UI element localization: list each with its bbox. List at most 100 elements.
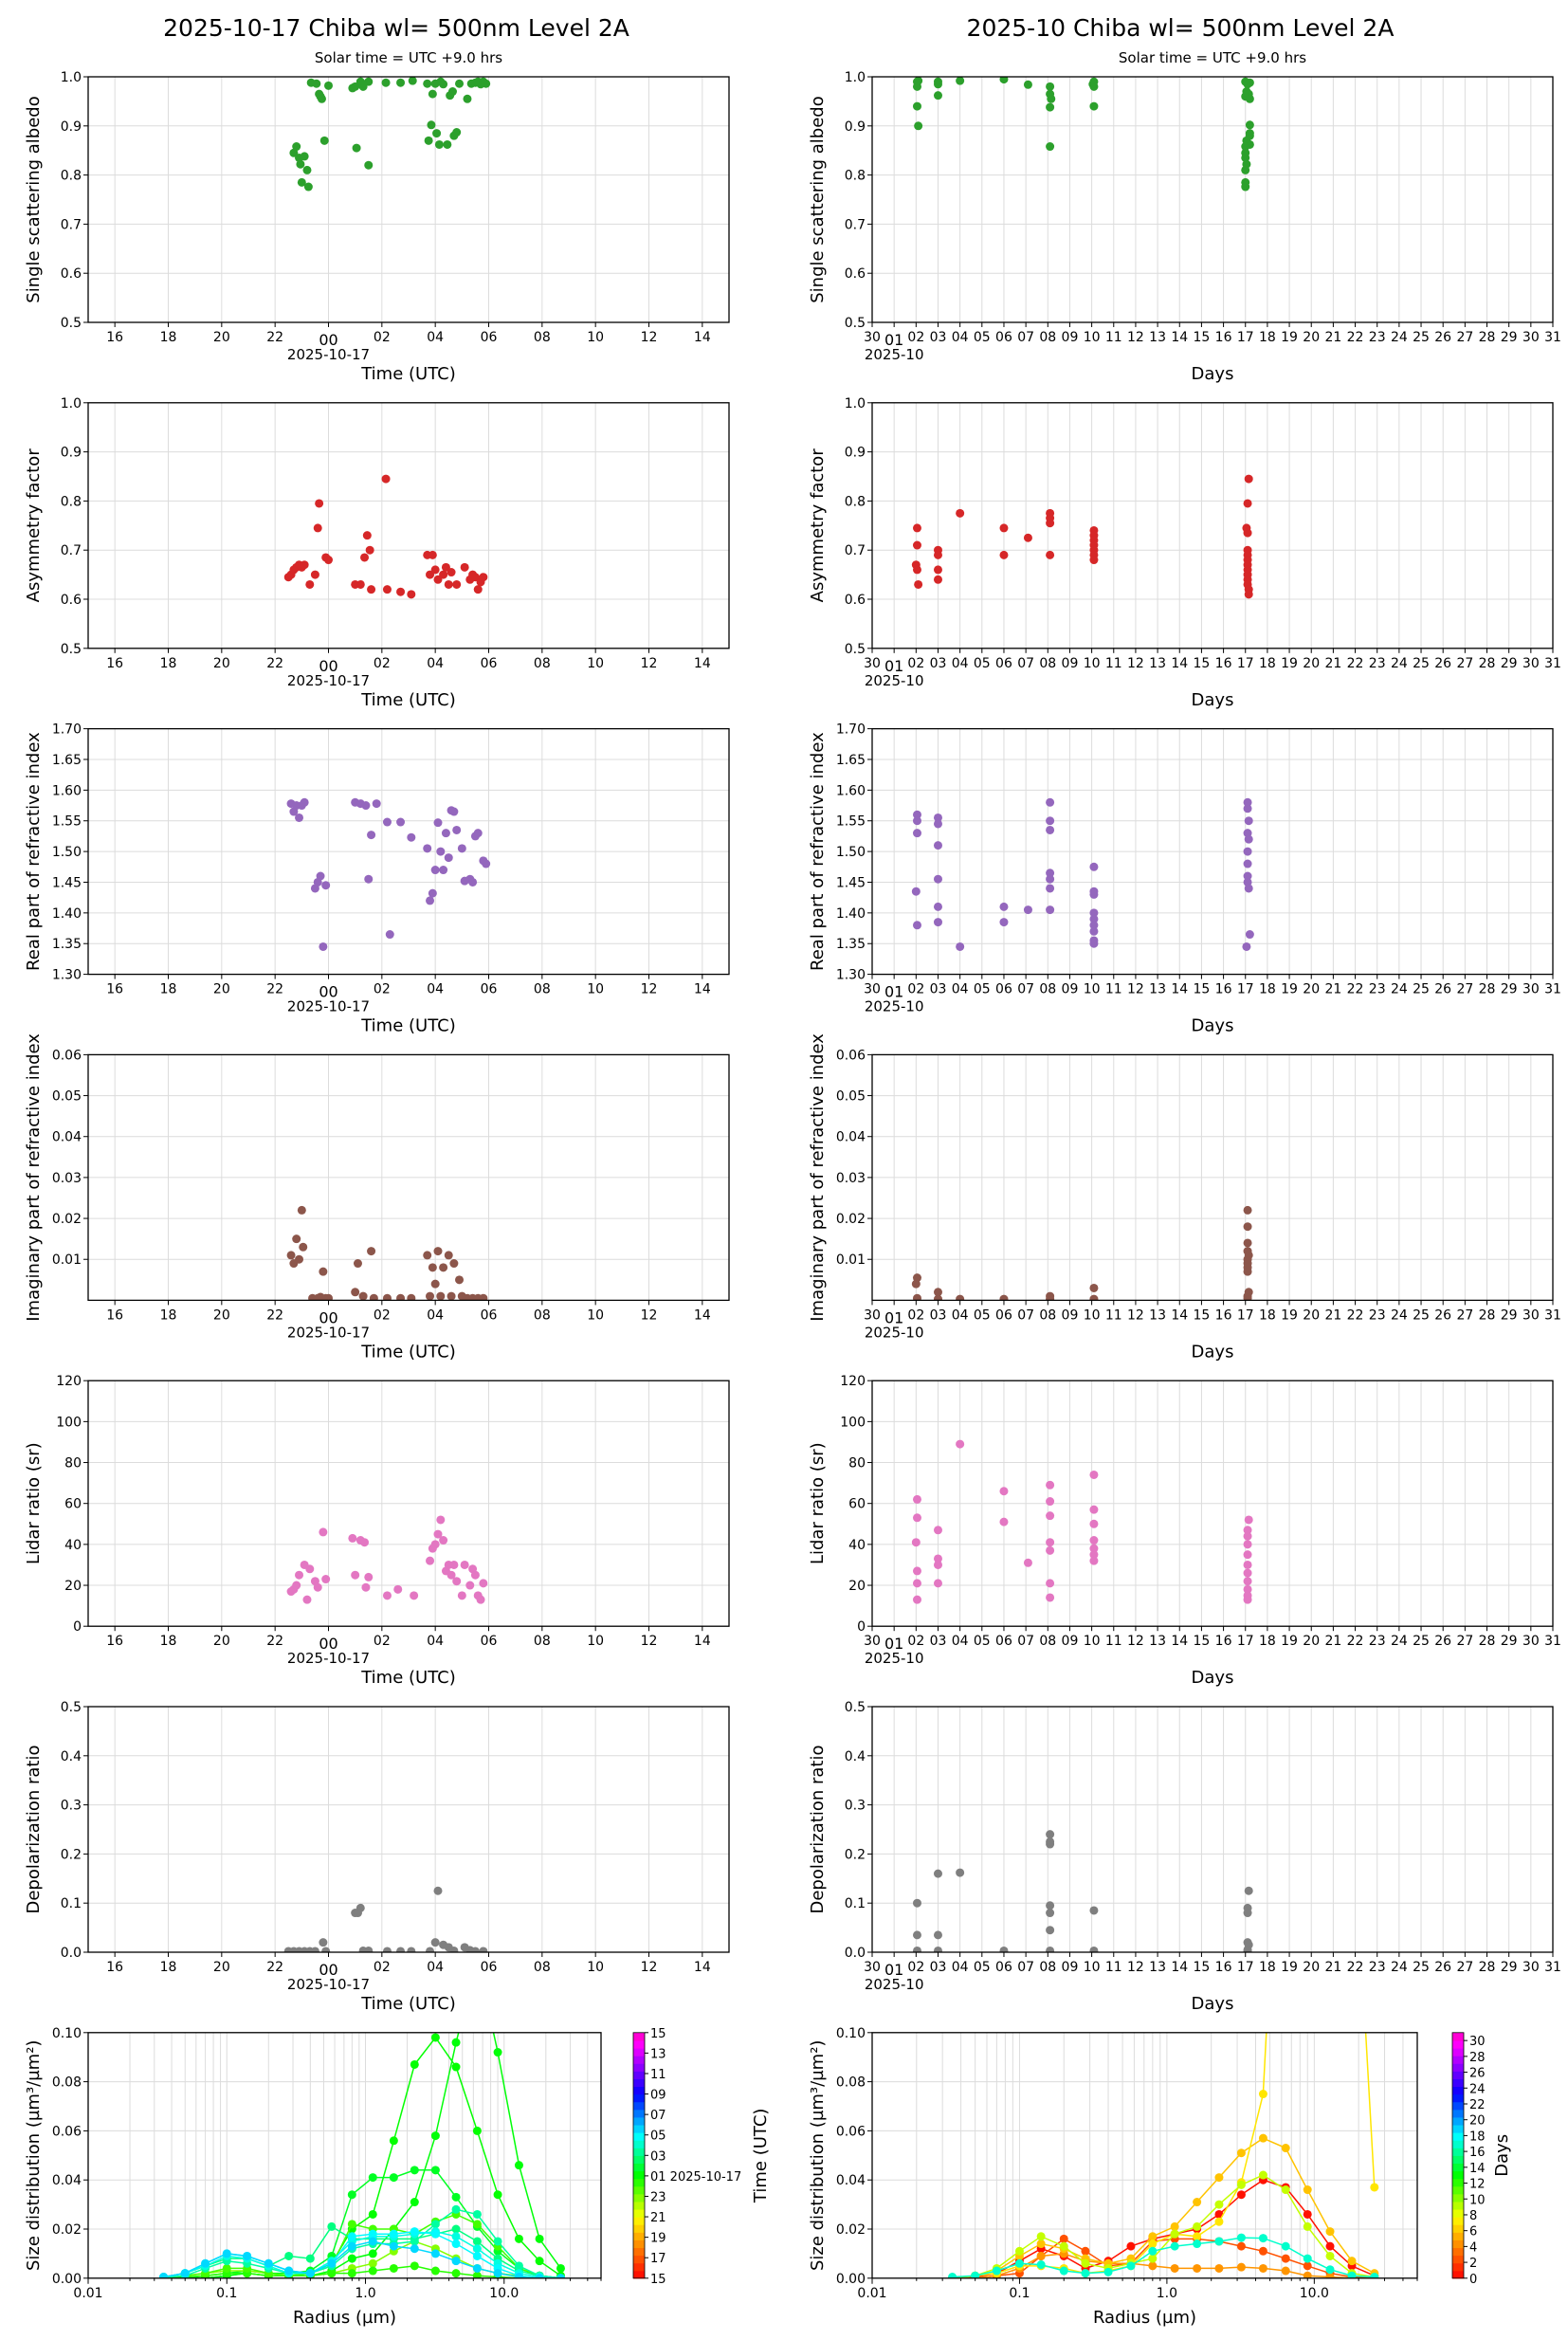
x-axis-label: Days: [1192, 1016, 1234, 1036]
x-tick-label: 00: [319, 331, 337, 349]
x-tick-label: 05: [974, 330, 991, 345]
data-layer: [286, 1515, 488, 1604]
colorbar-band: [633, 2163, 645, 2172]
size-distribution-point: [535, 2257, 544, 2266]
data-point: [912, 523, 921, 533]
y-tick-label: 0.9: [61, 446, 82, 461]
colorbar-band: [633, 2109, 645, 2118]
colorbar-band: [633, 2247, 645, 2257]
y-axis-label: Imaginary part of refractive index: [808, 1033, 828, 1322]
data-point: [933, 1946, 942, 1952]
colorbar-band: [1452, 2032, 1464, 2041]
data-point: [455, 79, 465, 88]
x-tick-label: 29: [1501, 330, 1518, 345]
data-point: [1244, 1515, 1253, 1525]
y-tick-label: 1.45: [836, 875, 866, 890]
data-point: [381, 78, 391, 87]
data-point: [999, 902, 1009, 911]
x-tick-label: 12: [1127, 1307, 1144, 1323]
x-tick-label: 08: [1039, 330, 1056, 345]
y-tick-label: 20: [64, 1579, 82, 1594]
data-point: [1243, 528, 1252, 538]
data-point: [424, 136, 433, 145]
data-point: [1023, 533, 1032, 542]
x-tick-label: 02: [374, 330, 391, 345]
data-point: [933, 902, 942, 911]
data-point: [321, 881, 331, 890]
y-tick-label: 1.40: [836, 906, 866, 922]
size-distribution-point: [1059, 2241, 1068, 2251]
x-tick-label: 15: [1194, 1307, 1211, 1323]
data-point: [1089, 1906, 1099, 1915]
size-distribution-point: [1370, 2183, 1379, 2192]
y-tick-label: 0.04: [836, 2173, 866, 2188]
x-tick-label: 14: [1171, 330, 1188, 345]
x-tick-label: 22: [1347, 1307, 1364, 1323]
size-distribution-point: [1059, 2234, 1068, 2243]
x-tick-label: 25: [1413, 1307, 1430, 1323]
data-point: [362, 531, 372, 540]
data-point: [912, 1946, 921, 1952]
x-tick-label: 22: [266, 1960, 283, 1975]
data-point: [312, 79, 321, 88]
data-point: [430, 1540, 440, 1549]
colorbar-band: [1452, 2163, 1464, 2172]
x-tick-label: 10: [1084, 330, 1101, 345]
size-distribution-point: [1036, 2239, 1046, 2249]
colorbar-tick-label: 19: [650, 2232, 666, 2246]
size-distribution-point: [1014, 2258, 1024, 2268]
size-distribution-point: [368, 2209, 377, 2219]
colorbar-band: [633, 2239, 645, 2249]
x-tick-label: 29: [1501, 1634, 1518, 1649]
monthly-scatter-panel: 1.30 1.35 1.40 1.45 1.50 1.55 1.60 1.65 1.70 Real…: [808, 722, 1561, 1036]
x-tick-label: 14: [694, 1634, 711, 1649]
y-tick-label: 0: [857, 1619, 866, 1635]
data-point: [912, 82, 921, 91]
data-point: [911, 1538, 921, 1547]
x-tick-label: 22: [1347, 656, 1364, 671]
size-distribution-point: [430, 2033, 440, 2042]
x-tick-label: 02: [907, 1634, 924, 1649]
x-tick-label: 06: [481, 1307, 498, 1323]
data-point: [1243, 1909, 1252, 1918]
size-distribution-point: [535, 2274, 544, 2278]
data-point: [1244, 1886, 1253, 1895]
data-point: [933, 819, 942, 829]
data-point: [1089, 1470, 1099, 1479]
x-tick-label: 04: [952, 1960, 969, 1975]
x-tick-label: 26: [1434, 656, 1451, 671]
x-tick-label: 1.0: [1157, 2286, 1177, 2301]
size-distribution-point: [1214, 2173, 1224, 2183]
x-tick-label: 18: [1259, 1307, 1276, 1323]
data-point: [452, 579, 462, 589]
y-tick-label: 0.6: [61, 593, 82, 608]
data-point: [313, 523, 322, 533]
x-date-label: 2025-10-17: [287, 1324, 370, 1341]
size-distribution-point: [472, 2271, 482, 2278]
y-tick-label: 0.06: [836, 2124, 866, 2139]
size-distribution-point: [556, 2274, 565, 2278]
data-point: [297, 1205, 306, 1215]
data-point: [1243, 1595, 1252, 1604]
data-point: [933, 80, 942, 89]
data-point: [956, 1294, 965, 1301]
colorbar-band: [1452, 2039, 1464, 2049]
data-point: [933, 1554, 942, 1563]
size-distribution-point: [514, 2273, 523, 2278]
colorbar-band: [633, 2032, 645, 2041]
y-tick-label: 0.02: [52, 2222, 82, 2238]
colorbar-band: [1452, 2109, 1464, 2118]
size-distribution-point: [514, 2161, 523, 2170]
y-tick-label: 1.30: [836, 968, 866, 983]
size-distribution-point: [1193, 2198, 1202, 2207]
colorbar-band: [1452, 2047, 1464, 2057]
size-distribution-point: [1193, 2221, 1202, 2231]
data-point: [956, 1439, 965, 1449]
data-point: [430, 1938, 440, 1947]
size-distribution-point: [451, 2257, 461, 2266]
data-point: [1046, 1511, 1055, 1521]
data-point: [479, 1947, 488, 1952]
size-distribution-point: [451, 2232, 461, 2241]
data-point: [1241, 142, 1250, 152]
